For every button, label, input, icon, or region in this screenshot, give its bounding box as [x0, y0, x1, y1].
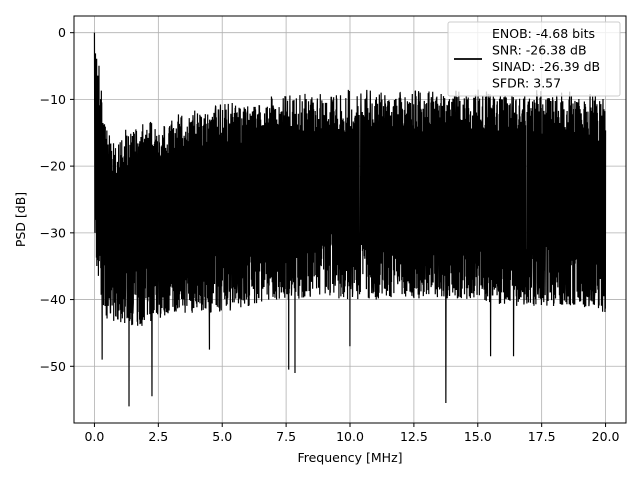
y-tick-label: 0	[58, 25, 66, 40]
x-tick-label: 7.5	[276, 429, 296, 444]
x-tick-label: 17.5	[528, 429, 556, 444]
y-tick-label: −30	[40, 225, 66, 240]
y-axis-ticks: 0 −10 −20 −30 −40 −50	[40, 25, 74, 374]
x-tick-label: 5.0	[212, 429, 232, 444]
x-tick-label: 2.5	[148, 429, 168, 444]
legend: ENOB: -4.68 bits SNR: -26.38 dB SINAD: -…	[447, 21, 621, 97]
legend-entry-sfdr: SFDR: 3.57	[492, 76, 561, 91]
x-tick-label: 15.0	[464, 429, 492, 444]
psd-series	[93, 32, 607, 407]
legend-entry-sinad: SINAD: -26.39 dB	[492, 59, 600, 74]
psd-trace	[93, 32, 607, 407]
y-tick-label: −20	[40, 159, 66, 174]
legend-entry-snr: SNR: -26.38 dB	[492, 43, 587, 58]
x-tick-label: 12.5	[400, 429, 428, 444]
x-axis-label: Frequency [MHz]	[297, 450, 402, 465]
x-axis-ticks: 0.0 2.5 5.0 7.5 10.0 12.5 15.0 17.5 20.0	[84, 423, 620, 444]
y-axis-label: PSD [dB]	[13, 192, 28, 247]
y-tick-label: −10	[40, 92, 66, 107]
x-tick-label: 0.0	[84, 429, 104, 444]
legend-entry-enob: ENOB: -4.68 bits	[492, 26, 595, 41]
y-tick-label: −40	[40, 292, 66, 307]
x-tick-label: 20.0	[592, 429, 620, 444]
x-tick-label: 10.0	[336, 429, 364, 444]
legend-box	[447, 21, 621, 97]
y-tick-label: −50	[40, 359, 66, 374]
